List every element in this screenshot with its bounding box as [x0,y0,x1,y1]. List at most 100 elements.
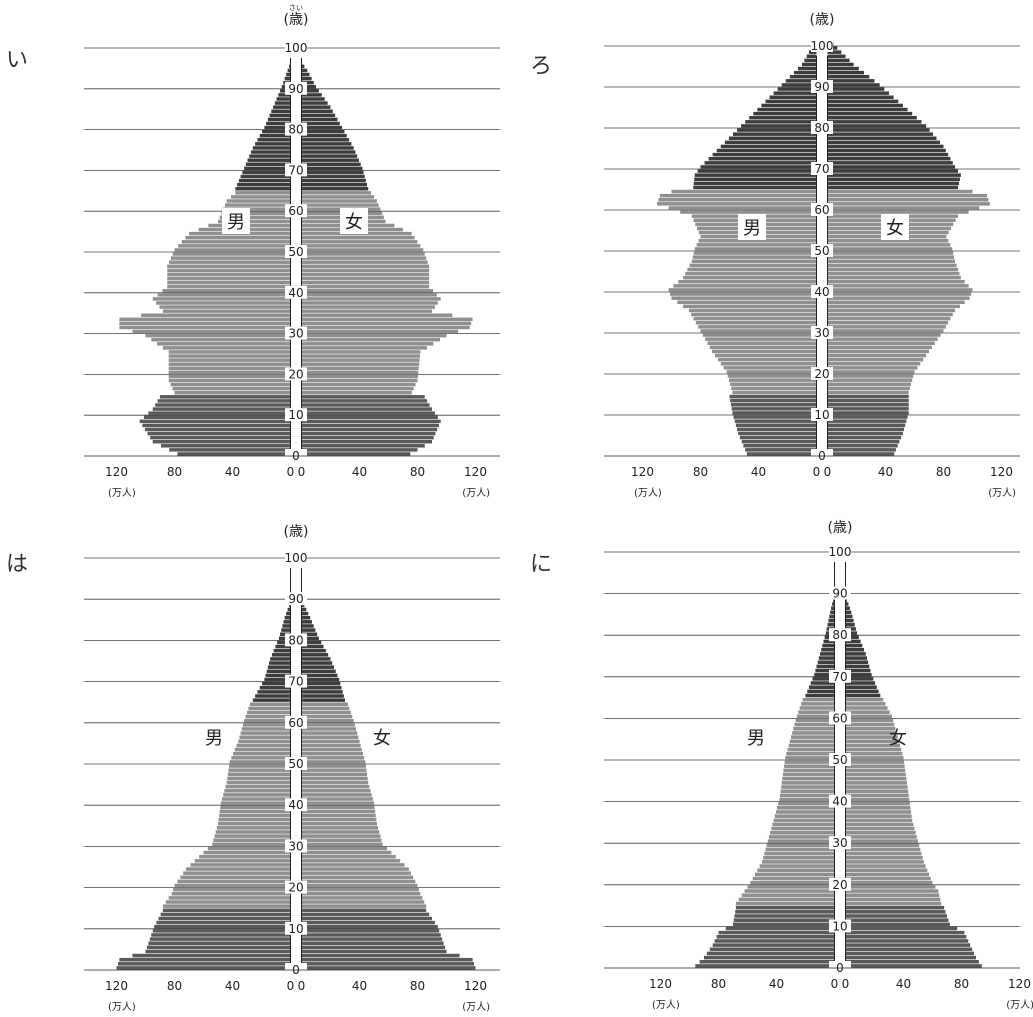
male-bar [116,966,291,970]
male-bar [220,805,291,810]
male-bar [241,727,291,731]
age-tick-bg [811,408,833,421]
male-bar [167,264,291,269]
female-bar [301,867,409,871]
female-bar [301,97,325,101]
male-bar [805,693,835,698]
female-bar [827,239,949,243]
female-bar [827,345,932,350]
female-bar [301,821,377,826]
age-tick-label: 60 [288,716,303,730]
male-bar [274,101,291,105]
male-bar [281,628,291,632]
female-bar [301,182,368,187]
male-bar [286,72,291,77]
female-bar [301,859,401,863]
male-label: 男 [747,728,765,749]
male-bar [768,835,835,839]
female-bar [301,924,438,929]
male-bar [712,349,817,354]
male-bar [786,751,835,756]
female-bar [301,850,392,855]
age-tick-bg [829,545,851,558]
panel-label: に [530,552,553,577]
male-bar [717,357,817,362]
female-bar [827,157,951,161]
male-bar [699,959,835,964]
female-bar [301,772,368,777]
age-tick-label: 90 [288,82,303,96]
male-bar [697,169,817,173]
x-unit-label-male: (万人) [108,487,136,499]
male-bar [236,743,291,748]
male-bar [255,142,291,146]
female-bar [301,72,310,77]
female-bar [827,390,909,395]
male-bar [716,935,835,939]
female-bar [845,610,852,615]
male-bar [763,855,835,860]
female-bar [827,435,902,440]
male-bar [229,760,291,764]
male-bar [783,768,835,773]
female-bar [301,452,411,456]
male-bar [730,398,817,403]
male-bar [259,133,291,138]
female-label: 女 [889,728,907,749]
male-bar [245,162,291,167]
female-bar [301,871,411,875]
male-bar [139,419,291,424]
female-bar [301,945,446,950]
male-bar [745,448,817,452]
female-bar [301,805,375,810]
male-bar [242,723,291,727]
male-bar [709,947,835,952]
x-tick-label-male: 120 [649,977,672,991]
female-bar [845,801,910,806]
age-tick-label: 10 [832,919,847,933]
male-bar [678,280,817,284]
male-bar [215,830,291,834]
male-bar [732,132,817,136]
age-axis-title: (歳) [284,524,309,540]
male-bar [167,276,291,281]
male-bar [146,945,291,950]
female-bar [301,415,438,419]
female-bar [301,142,352,146]
female-bar [301,892,421,896]
female-bar [827,329,944,333]
age-tick-bg [285,204,307,218]
female-bar [301,735,359,739]
female-bar [827,66,859,71]
female-bar [301,727,357,731]
male-bar [264,125,291,130]
female-bar [845,647,865,652]
male-bar [266,669,291,674]
female-bar [301,395,425,399]
x-tick-label-male: 80 [711,977,726,991]
male-bar [702,333,817,337]
male-bar [142,423,291,428]
female-bar [827,140,941,145]
female-bar [845,756,904,760]
female-bar [845,822,914,827]
female-bar [301,150,356,154]
age-tick-label: 50 [288,245,303,259]
age-tick-bg [829,794,851,808]
male-bar [152,407,291,411]
male-bar [251,150,291,154]
male-bar [816,664,835,669]
male-bar [167,272,291,277]
male-bar [683,275,817,280]
male-bar [259,686,291,690]
female-bar [301,949,447,954]
age-tick-bg [285,880,307,894]
male-bar [733,918,835,922]
female-bar [845,710,890,714]
male-bar [273,648,291,653]
male-bar [119,317,291,322]
female-bar [301,784,370,789]
male-bar [737,128,817,132]
male-bar [781,785,835,789]
male-bar [810,681,835,685]
